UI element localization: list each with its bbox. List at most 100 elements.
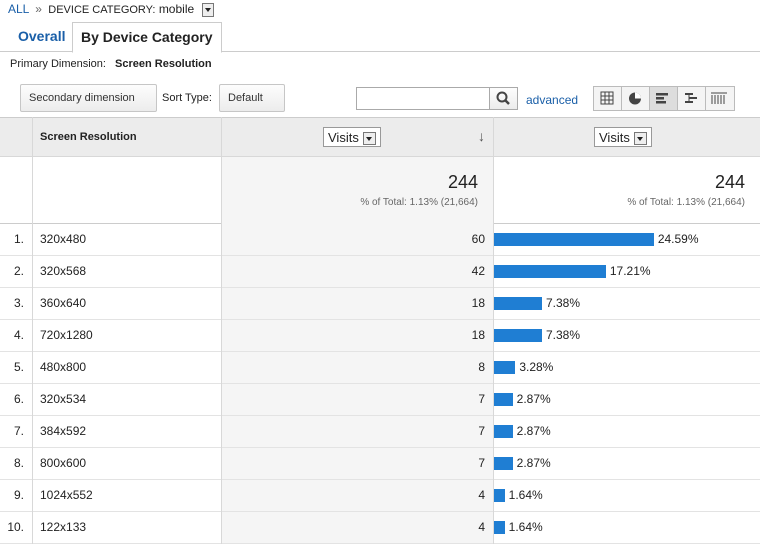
search-button[interactable] (489, 87, 518, 110)
sort-arrow[interactable]: ↓ (478, 128, 485, 144)
comparison-dropdown[interactable]: Visits (594, 127, 652, 147)
row-dimension[interactable]: 320x568 (40, 264, 87, 278)
row-dimension[interactable]: 1024x552 (40, 488, 93, 502)
row-visits: 8 (478, 360, 485, 374)
primary-dimension-label: Primary Dimension: (10, 58, 106, 70)
breadcrumb: ALL » DEVICE CATEGORY: mobile (8, 2, 214, 17)
metric-cell-bg (221, 480, 493, 511)
total-value: 244 (714, 172, 745, 192)
share-bar (494, 233, 654, 246)
metric-label: Visits (328, 130, 359, 145)
row-rank: 7. (13, 424, 24, 438)
share-label: 2.87% (516, 392, 551, 406)
metric-cell-bg (221, 384, 493, 415)
row-dimension[interactable]: 720x1280 (40, 328, 93, 342)
table-row: 10. 122x133 4 1.64% (0, 512, 760, 544)
row-visits: 4 (478, 520, 485, 534)
table-row: 8. 800x600 7 2.87% (0, 448, 760, 480)
share-bar (494, 265, 606, 278)
search-input[interactable] (356, 87, 490, 110)
row-visits: 7 (478, 456, 485, 470)
search-icon (496, 91, 510, 105)
share-bar (494, 393, 513, 406)
filter-value: mobile (158, 2, 195, 16)
advanced-link[interactable]: advanced (526, 93, 579, 107)
metric-cell-bg (221, 416, 493, 447)
share-bar (494, 329, 542, 342)
metric-dropdown[interactable]: Visits (323, 127, 381, 147)
column-divider (32, 117, 33, 544)
filter-label: DEVICE CATEGORY: (48, 4, 156, 16)
share-label: 24.59% (657, 232, 699, 246)
row-visits: 4 (478, 488, 485, 502)
share-label: 2.87% (516, 424, 551, 438)
filter-dropdown[interactable] (201, 2, 214, 17)
row-visits: 7 (478, 392, 485, 406)
share-bar (494, 521, 505, 534)
share-bar (494, 297, 542, 310)
share-label: 7.38% (545, 296, 580, 310)
row-visits: 18 (471, 328, 485, 342)
row-dimension[interactable]: 384x592 (40, 424, 87, 438)
row-rank: 8. (13, 456, 24, 470)
row-visits: 42 (471, 264, 485, 278)
metric-cell-bg (221, 224, 493, 255)
row-rank: 2. (13, 264, 24, 278)
metric-label: Visits (599, 130, 630, 145)
share-bar (494, 457, 513, 470)
share-bar (494, 489, 505, 502)
row-rank: 1. (13, 232, 24, 246)
table-row: 7. 384x592 7 2.87% (0, 416, 760, 448)
column-header[interactable]: Screen Resolution (40, 131, 137, 143)
primary-dimension: Primary Dimension: Screen Resolution (10, 58, 212, 70)
row-dimension[interactable]: 800x600 (40, 456, 87, 470)
tab-line (0, 51, 760, 52)
table-row: 3. 360x640 18 7.38% (0, 288, 760, 320)
row-rank: 9. (13, 488, 24, 502)
sort-type-label: Sort Type: (162, 92, 212, 104)
primary-dimension-value[interactable]: Screen Resolution (115, 58, 212, 70)
total-value: 244 (447, 172, 478, 192)
table-row: 6. 320x534 7 2.87% (0, 384, 760, 416)
column-divider (493, 117, 494, 544)
share-bar (494, 361, 516, 374)
share-bar (494, 425, 513, 438)
share-label: 2.87% (516, 456, 551, 470)
row-dimension[interactable]: 320x534 (40, 392, 87, 406)
metric-cell-bg (221, 256, 493, 287)
row-dimension[interactable]: 122x133 (40, 520, 87, 534)
row-rank: 6. (13, 392, 24, 406)
row-visits: 18 (471, 296, 485, 310)
table-row: 5. 480x800 8 3.28% (0, 352, 760, 384)
breadcrumb-separator: » (35, 2, 42, 16)
metric-cell-bg (221, 288, 493, 319)
table-row: 9. 1024x552 4 1.64% (0, 480, 760, 512)
row-rank: 4. (13, 328, 24, 342)
share-label: 1.64% (508, 488, 543, 502)
row-rank: 5. (13, 360, 24, 374)
total-percent: % of Total: 1.13% (21,664) (360, 197, 478, 208)
secondary-dimension-button[interactable]: Secondary dimension (20, 84, 157, 127)
sort-type-button[interactable]: Default (219, 84, 285, 127)
row-dimension[interactable]: 480x800 (40, 360, 87, 374)
share-label: 7.38% (545, 328, 580, 342)
breadcrumb-all[interactable]: ALL (8, 2, 29, 16)
row-rank: 10. (7, 520, 24, 534)
share-label: 1.64% (508, 520, 543, 534)
row-rank: 3. (13, 296, 24, 310)
table-row: 4. 720x1280 18 7.38% (0, 320, 760, 352)
totals-cell (221, 157, 493, 224)
metric-cell-bg (221, 320, 493, 351)
row-visits: 7 (478, 424, 485, 438)
table-row: 1. 320x480 60 24.59% (0, 224, 760, 256)
column-divider (221, 117, 222, 544)
tab[interactable]: Overall (18, 28, 66, 44)
share-label: 3.28% (519, 360, 554, 374)
row-dimension[interactable]: 320x480 (40, 232, 87, 246)
button-label: Default (228, 92, 263, 104)
row-dimension[interactable]: 360x640 (40, 296, 87, 310)
tab-active[interactable]: By Device Category (72, 22, 222, 53)
metric-cell-bg (221, 352, 493, 383)
view-toggle[interactable] (593, 86, 735, 111)
